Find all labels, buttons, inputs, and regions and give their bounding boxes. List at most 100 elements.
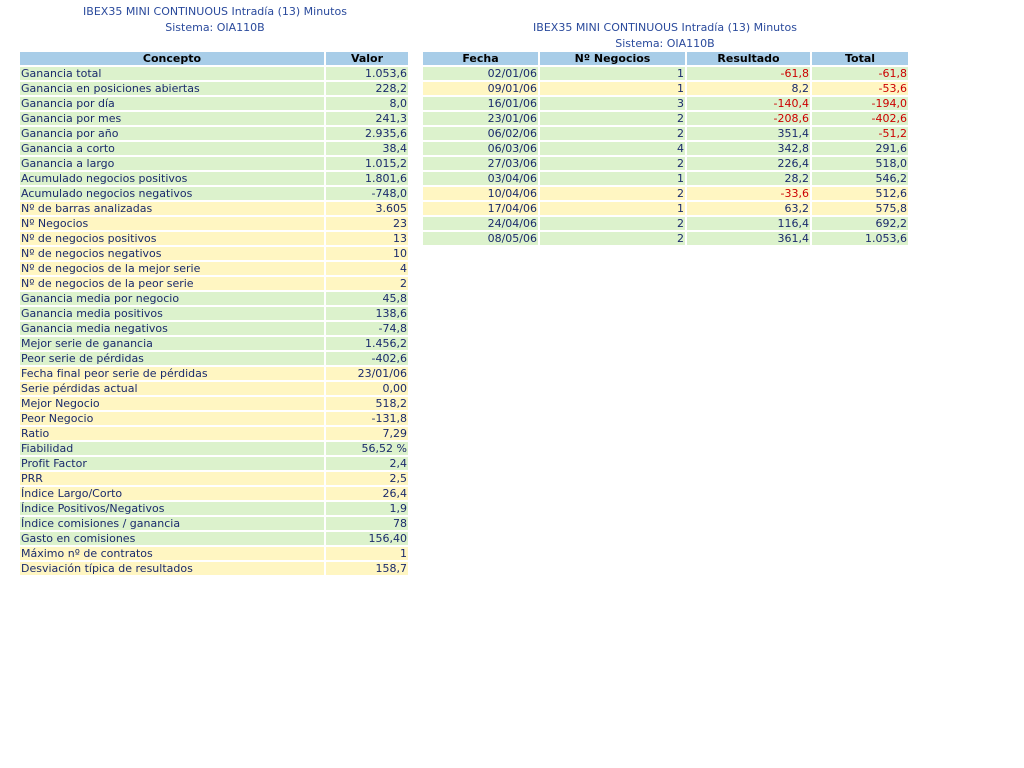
table-cell: 8,2 (687, 82, 810, 97)
col-header: Fecha (423, 52, 538, 67)
table-cell: 138,6 (326, 307, 408, 322)
table-cell: Índice Largo/Corto (20, 487, 324, 502)
subtitle: Sistema: OIA110B (20, 20, 410, 36)
table-cell: 3 (540, 97, 685, 112)
table-cell: 09/01/06 (423, 82, 538, 97)
table-row: Ganancia por día8,0 (20, 97, 408, 112)
table-cell: Ganancia total (20, 67, 324, 82)
table-cell: Nº de negocios negativos (20, 247, 324, 262)
table-row: Nº Negocios23 (20, 217, 408, 232)
table-cell: 226,4 (687, 157, 810, 172)
title: IBEX35 MINI CONTINUOUS Intradía (13) Min… (20, 4, 410, 20)
table-cell: -53,6 (812, 82, 908, 97)
table-cell: 7,29 (326, 427, 408, 442)
col-header: Valor (326, 52, 408, 67)
table-row: Ganancia por mes241,3 (20, 112, 408, 127)
table-cell: Máximo nº de contratos (20, 547, 324, 562)
table-cell: 2 (540, 217, 685, 232)
col-header: Total (812, 52, 908, 67)
table-cell: 63,2 (687, 202, 810, 217)
table-cell: 02/01/06 (423, 67, 538, 82)
table-cell: 2 (540, 127, 685, 142)
table-row: Fecha final peor serie de pérdidas23/01/… (20, 367, 408, 382)
table-cell: Ganancia media negativos (20, 322, 324, 337)
table-cell: -74,8 (326, 322, 408, 337)
table-cell: Índice comisiones / ganancia (20, 517, 324, 532)
table-row: Mejor serie de ganancia1.456,2 (20, 337, 408, 352)
table-cell: 2.935,6 (326, 127, 408, 142)
table-row: Índice Positivos/Negativos1,9 (20, 502, 408, 517)
table-row: Mejor Negocio518,2 (20, 397, 408, 412)
table-cell: Ganancia media por negocio (20, 292, 324, 307)
table-row: Ganancia a largo1.015,2 (20, 157, 408, 172)
table-cell: 0,00 (326, 382, 408, 397)
table-cell: 1.801,6 (326, 172, 408, 187)
table-cell: 78 (326, 517, 408, 532)
table-row: 16/01/063-140,4-194,0 (423, 97, 908, 112)
table-row: 02/01/061-61,8-61,8 (423, 67, 908, 82)
table-cell: 1.053,6 (326, 67, 408, 82)
table-cell: Fecha final peor serie de pérdidas (20, 367, 324, 382)
table-cell: 03/04/06 (423, 172, 538, 187)
table-row: 06/03/064342,8291,6 (423, 142, 908, 157)
table-cell: Peor Negocio (20, 412, 324, 427)
table-cell: 2 (540, 232, 685, 247)
table-cell: -208,6 (687, 112, 810, 127)
table-cell: -131,8 (326, 412, 408, 427)
table-row: Profit Factor2,4 (20, 457, 408, 472)
table-cell: Desviación típica de resultados (20, 562, 324, 577)
table-cell: 546,2 (812, 172, 908, 187)
table-cell: 2 (540, 112, 685, 127)
table-cell: Serie pérdidas actual (20, 382, 324, 397)
table-cell: Ganancia a corto (20, 142, 324, 157)
table-cell: Ganancia a largo (20, 157, 324, 172)
table-row: 23/01/062-208,6-402,6 (423, 112, 908, 127)
right-panel: Fecha Nº Negocios Resultado Total 02/01/… (421, 52, 913, 252)
table-cell: 1 (326, 547, 408, 562)
table-cell: 1.015,2 (326, 157, 408, 172)
table-row: 17/04/06163,2575,8 (423, 202, 908, 217)
table-cell: -33,6 (687, 187, 810, 202)
table-cell: Ganancia por mes (20, 112, 324, 127)
table-cell: 23/01/06 (423, 112, 538, 127)
table-row: Nº de barras analizadas3.605 (20, 202, 408, 217)
table-cell: Peor serie de pérdidas (20, 352, 324, 367)
table-cell: 342,8 (687, 142, 810, 157)
table-row: Fiabilidad56,52 % (20, 442, 408, 457)
table-cell: 291,6 (812, 142, 908, 157)
table-cell: 116,4 (687, 217, 810, 232)
table-cell: Ganancia en posiciones abiertas (20, 82, 324, 97)
table-row: Ganancia total1.053,6 (20, 67, 408, 82)
table-row: Acumulado negocios negativos-748,0 (20, 187, 408, 202)
table-cell: -51,2 (812, 127, 908, 142)
table-cell: Gasto en comisiones (20, 532, 324, 547)
table-row: Índice comisiones / ganancia78 (20, 517, 408, 532)
table-cell: 518,2 (326, 397, 408, 412)
table-row: 06/02/062351,4-51,2 (423, 127, 908, 142)
table-cell: 361,4 (687, 232, 810, 247)
table-row: Ganancia en posiciones abiertas228,2 (20, 82, 408, 97)
table-cell: 23/01/06 (326, 367, 408, 382)
table-cell: 575,8 (812, 202, 908, 217)
table-cell: 27/03/06 (423, 157, 538, 172)
table-cell: 38,4 (326, 142, 408, 157)
right-title: IBEX35 MINI CONTINUOUS Intradía (13) Min… (420, 20, 910, 52)
table-cell: 26,4 (326, 487, 408, 502)
table-cell: 2,4 (326, 457, 408, 472)
table-cell: 8,0 (326, 97, 408, 112)
table-cell: 512,6 (812, 187, 908, 202)
table-cell: -402,6 (812, 112, 908, 127)
trades-table: Fecha Nº Negocios Resultado Total 02/01/… (421, 52, 910, 247)
table-row: Índice Largo/Corto26,4 (20, 487, 408, 502)
table-cell: Nº de negocios positivos (20, 232, 324, 247)
table-cell: -61,8 (687, 67, 810, 82)
table-row: 09/01/0618,2-53,6 (423, 82, 908, 97)
table-cell: Nº de barras analizadas (20, 202, 324, 217)
table-cell: Nº de negocios de la peor serie (20, 277, 324, 292)
table-cell: 1 (540, 172, 685, 187)
table-cell: 2 (326, 277, 408, 292)
col-header: Resultado (687, 52, 810, 67)
table-cell: 4 (326, 262, 408, 277)
table-cell: 158,7 (326, 562, 408, 577)
